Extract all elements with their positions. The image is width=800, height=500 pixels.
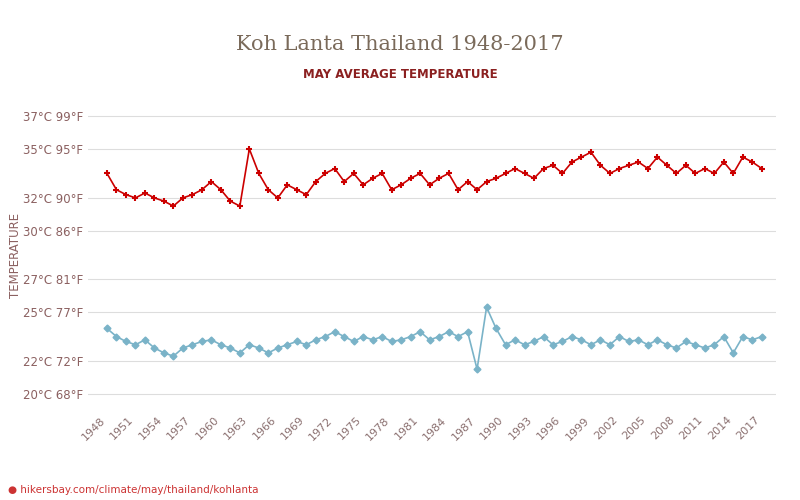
Y-axis label: TEMPERATURE: TEMPERATURE: [10, 212, 22, 298]
Text: Koh Lanta Thailand 1948-2017: Koh Lanta Thailand 1948-2017: [236, 35, 564, 54]
Text: ● hikersbay.com/climate/may/thailand/kohlanta: ● hikersbay.com/climate/may/thailand/koh…: [8, 485, 258, 495]
Text: MAY AVERAGE TEMPERATURE: MAY AVERAGE TEMPERATURE: [302, 68, 498, 80]
